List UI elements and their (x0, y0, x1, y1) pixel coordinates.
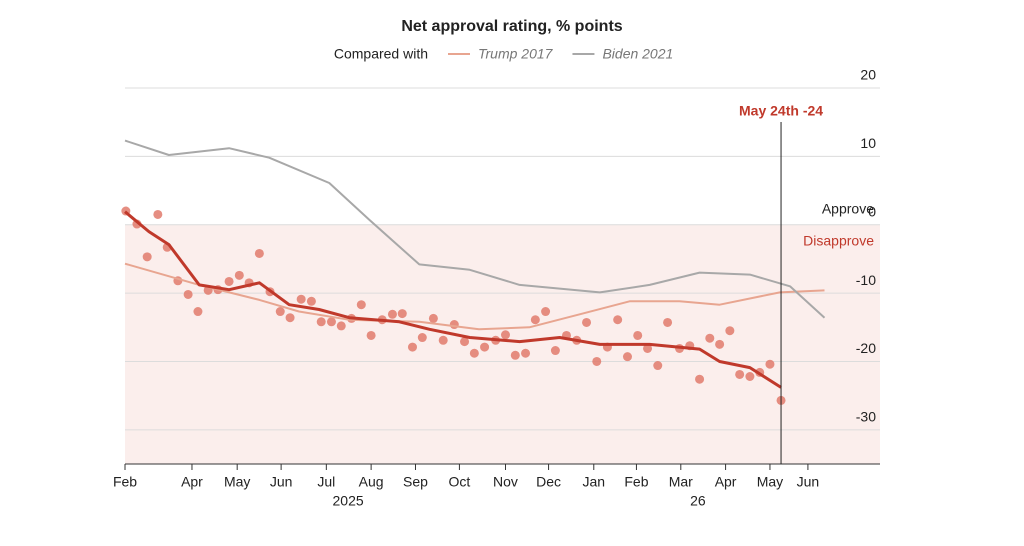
poll-point (449, 320, 459, 330)
x-tick-label: May (757, 474, 783, 490)
poll-point (417, 333, 427, 343)
x-tick-label: Jun (797, 474, 820, 490)
poll-point (653, 361, 663, 371)
x-tick-label: Mar (669, 474, 693, 490)
x-tick-label: Feb (113, 474, 137, 490)
poll-point (510, 350, 520, 360)
legend-label: Trump 2017 (478, 46, 554, 62)
year-label: 26 (690, 493, 706, 509)
main-line (124, 210, 782, 389)
x-tick-label: Sep (403, 474, 428, 490)
y-tick-label: 20 (860, 67, 876, 83)
poll-point (705, 333, 715, 343)
poll-point (643, 343, 653, 353)
poll-point (428, 313, 438, 323)
x-tick-label: Jan (582, 474, 605, 490)
poll-point (336, 321, 346, 331)
poll-point (183, 289, 193, 299)
poll-point (622, 352, 632, 362)
y-tick-label: 10 (860, 135, 876, 151)
poll-point (521, 348, 531, 358)
y-tick-label: -30 (856, 409, 876, 425)
poll-point (613, 315, 623, 325)
disapprove-label: Disapprove (803, 232, 874, 248)
x-tick-label: Apr (181, 474, 203, 490)
x-tick-label: Apr (715, 474, 737, 490)
chart-title: Net approval rating, % points (401, 18, 622, 35)
poll-point (366, 330, 376, 340)
annotation-label: May 24th -24 (739, 103, 823, 119)
x-tick-label: Aug (359, 474, 384, 490)
poll-point (530, 315, 540, 325)
poll-point (285, 313, 295, 323)
legend-label: Biden 2021 (602, 46, 673, 62)
poll-point (387, 309, 397, 319)
year-label: 2025 (333, 493, 364, 509)
y-tick-label: 0 (868, 203, 876, 219)
x-tick-label: Dec (536, 474, 561, 490)
legend-prefix: Compared with (334, 46, 428, 62)
poll-point (469, 348, 479, 358)
poll-point (153, 209, 163, 219)
poll-point (633, 330, 643, 340)
x-tick-label: Jul (317, 474, 335, 490)
poll-point (224, 276, 234, 286)
poll-point (480, 342, 490, 352)
poll-point (582, 317, 592, 327)
poll-point (663, 317, 673, 327)
poll-point (715, 339, 725, 349)
poll-point (438, 335, 448, 345)
poll-point (695, 374, 705, 384)
x-tick-label: Oct (449, 474, 471, 490)
poll-point (296, 294, 306, 304)
poll-point (460, 337, 470, 347)
poll-point (316, 317, 326, 327)
x-tick-label: May (224, 474, 250, 490)
disapprove-region (125, 224, 880, 464)
poll-point (592, 356, 602, 366)
poll-point (500, 330, 510, 340)
poll-point (275, 307, 285, 317)
poll-point (725, 326, 735, 336)
y-tick-label: -20 (856, 340, 876, 356)
comparison-line (124, 262, 825, 331)
poll-point (745, 371, 755, 381)
comparison-line (124, 139, 826, 319)
poll-point (407, 342, 417, 352)
poll-point (550, 346, 560, 356)
x-tick-label: Jun (270, 474, 293, 490)
poll-point (234, 270, 244, 280)
poll-point (142, 252, 152, 262)
y-tick-label: -10 (856, 272, 876, 288)
poll-point (306, 296, 316, 306)
poll-point (397, 309, 407, 319)
poll-point (193, 307, 203, 317)
x-tick-label: Nov (493, 474, 518, 490)
poll-point (765, 359, 775, 369)
approve-label: Approve (822, 200, 874, 216)
poll-point (735, 369, 745, 379)
poll-point (356, 300, 366, 310)
x-tick-label: Feb (624, 474, 648, 490)
poll-point (326, 317, 336, 327)
poll-point (541, 307, 551, 317)
poll-point (254, 248, 264, 258)
